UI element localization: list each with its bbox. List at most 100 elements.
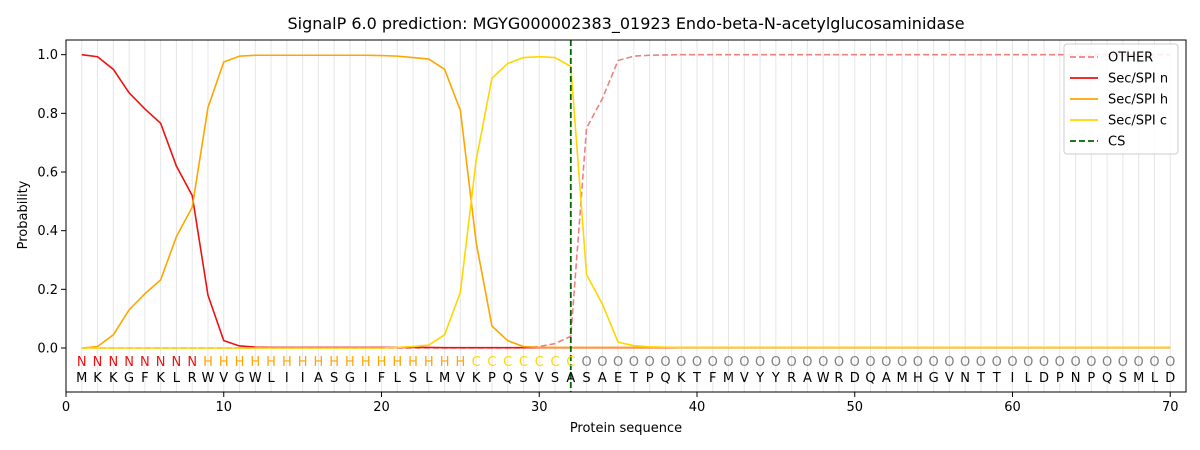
residue-label: M: [723, 371, 734, 386]
residue-label: V: [456, 371, 465, 386]
region-label: H: [377, 355, 387, 370]
residue-label: F: [709, 371, 716, 386]
residue-label: N: [960, 371, 970, 386]
region-label: H: [392, 355, 402, 370]
residue-label: A: [803, 371, 812, 386]
region-label: N: [140, 355, 150, 370]
series-lines: [81, 53, 1171, 349]
legend-label: Sec/SPI n: [1108, 72, 1168, 87]
residue-label: V: [535, 371, 544, 386]
residue-label: D: [1165, 371, 1175, 386]
residue-label: S: [551, 371, 559, 386]
region-label: O: [787, 355, 797, 370]
residue-label: K: [472, 371, 481, 386]
residue-label: T: [976, 371, 985, 386]
y-tick-label: 1.0: [37, 48, 58, 63]
region-label: O: [944, 355, 954, 370]
residue-label: G: [124, 371, 134, 386]
region-label: O: [865, 355, 875, 370]
residue-label: F: [378, 371, 385, 386]
x-tick-label: 20: [373, 400, 390, 415]
residue-label: I: [301, 371, 305, 386]
legend: OTHER Sec/SPI n Sec/SPI h Sec/SPI c CS: [1063, 43, 1179, 155]
region-label: O: [881, 355, 891, 370]
region-label: N: [77, 355, 87, 370]
region-label: N: [108, 355, 118, 370]
region-label: C: [472, 355, 481, 370]
region-label: O: [818, 355, 828, 370]
region-label: N: [172, 355, 182, 370]
region-label: O: [1070, 355, 1080, 370]
residue-label: S: [409, 371, 417, 386]
region-label: O: [1134, 355, 1144, 370]
region-label: O: [676, 355, 686, 370]
region-label: H: [345, 355, 355, 370]
region-label: C: [550, 355, 559, 370]
region-label: O: [1165, 355, 1175, 370]
region-label: H: [329, 355, 339, 370]
x-axis-label: Protein sequence: [570, 421, 682, 436]
legend-label: Sec/SPI c: [1108, 114, 1167, 129]
region-label: O: [597, 355, 607, 370]
region-label: O: [755, 355, 765, 370]
region-label: O: [913, 355, 923, 370]
region-label: O: [1102, 355, 1112, 370]
y-tick-label: 0.8: [37, 107, 58, 122]
region-label: C: [503, 355, 512, 370]
region-label: H: [314, 355, 324, 370]
residue-label: A: [314, 371, 323, 386]
residue-label: A: [566, 371, 575, 386]
region-label: H: [266, 355, 276, 370]
legend-label: Sec/SPI h: [1108, 93, 1168, 108]
legend-label: CS: [1108, 135, 1125, 150]
region-label: O: [992, 355, 1002, 370]
region-label: O: [771, 355, 781, 370]
y-tick-label: 0.4: [37, 224, 58, 239]
region-label: O: [850, 355, 860, 370]
region-label: H: [408, 355, 418, 370]
residue-label: D: [850, 371, 860, 386]
region-label: C: [487, 355, 496, 370]
region-label: O: [629, 355, 639, 370]
residue-label: R: [787, 371, 796, 386]
x-tick-label: 10: [215, 400, 232, 415]
sequence-labels: NMNKNKNGNFNKNLNRHWHVHGHWHLHIHIHAHSHGHIHF…: [76, 355, 1175, 386]
residue-label: N: [1071, 371, 1081, 386]
y-tick-label: 0.2: [37, 283, 58, 298]
residue-label: L: [173, 371, 181, 386]
region-label: O: [960, 355, 970, 370]
residue-label: V: [945, 371, 954, 386]
residue-label: T: [692, 371, 701, 386]
residue-label: W: [202, 371, 215, 386]
residue-label: R: [834, 371, 843, 386]
legend-box: [1063, 43, 1179, 155]
residue-label: T: [992, 371, 1001, 386]
region-label: O: [976, 355, 986, 370]
residue-label: W: [817, 371, 830, 386]
residue-label: W: [249, 371, 262, 386]
residue-label: H: [913, 371, 923, 386]
residue-label: P: [488, 371, 496, 386]
grid-lines: [81, 40, 1171, 392]
residue-label: Q: [660, 371, 670, 386]
region-label: O: [1007, 355, 1017, 370]
region-label: H: [235, 355, 245, 370]
region-label: H: [361, 355, 371, 370]
residue-label: Q: [1102, 371, 1112, 386]
region-label: O: [1023, 355, 1033, 370]
region-label: C: [535, 355, 544, 370]
region-label: O: [928, 355, 938, 370]
residue-label: D: [1039, 371, 1049, 386]
residue-label: I: [1011, 371, 1015, 386]
residue-label: R: [188, 371, 197, 386]
residue-label: M: [76, 371, 87, 386]
residue-label: L: [1025, 371, 1033, 386]
series-line-sec-spi-n: [81, 53, 1171, 349]
region-label: N: [187, 355, 197, 370]
x-tick-label: 70: [1162, 400, 1179, 415]
legend-label: OTHER: [1108, 51, 1153, 66]
region-label: H: [250, 355, 260, 370]
residue-label: L: [394, 371, 402, 386]
region-label: O: [897, 355, 907, 370]
